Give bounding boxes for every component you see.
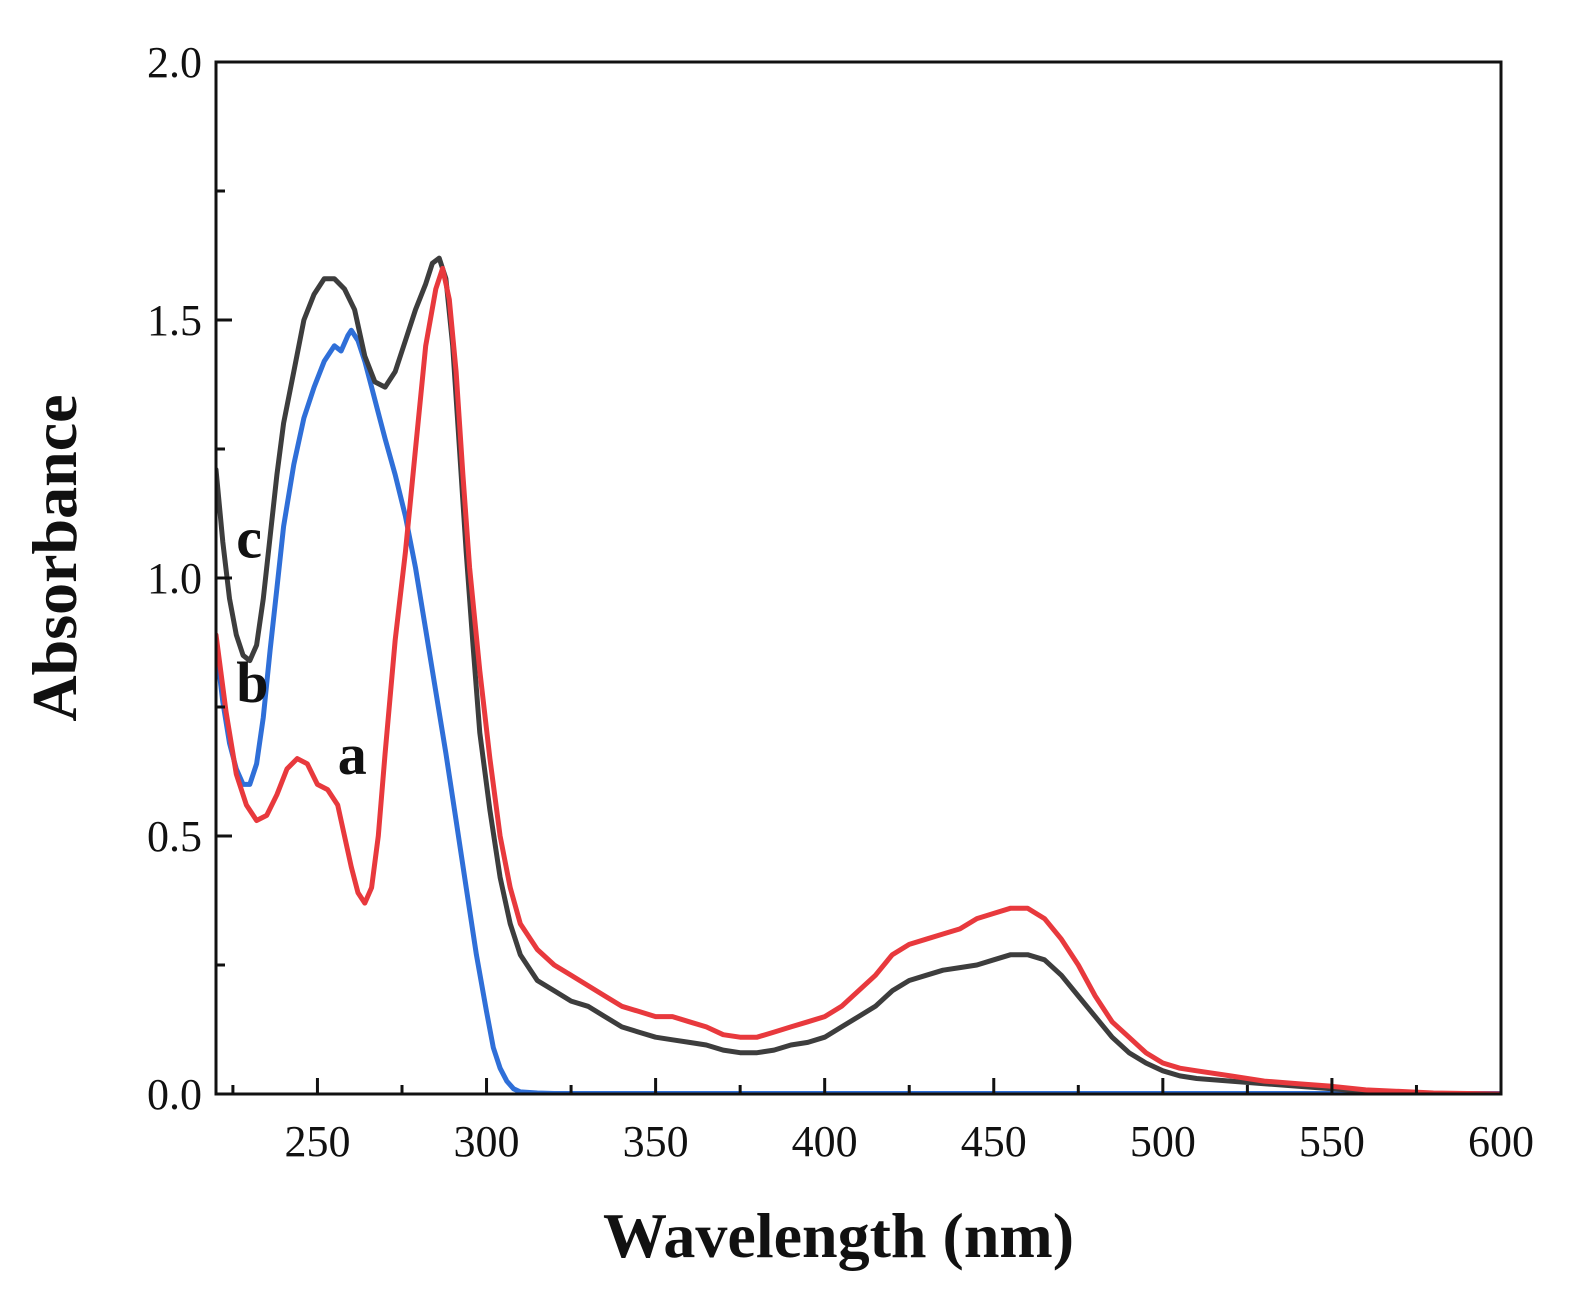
x-axis-title: Wavelength (nm): [603, 1200, 1074, 1271]
x-tick-label: 400: [792, 1117, 858, 1166]
curve-label-c: c: [236, 505, 262, 570]
x-tick-label: 450: [961, 1117, 1027, 1166]
series-line-b: [216, 327, 1501, 1094]
y-tick-label: 2.0: [147, 38, 202, 87]
plot-frame: [214, 60, 1503, 1096]
x-tick-label: 600: [1468, 1117, 1534, 1166]
x-tick-label: 250: [284, 1117, 350, 1166]
x-tick-label: 350: [623, 1117, 689, 1166]
y-tick-label: 0.5: [147, 812, 202, 861]
axis-ticks: [216, 60, 1503, 1096]
x-tick-label: 300: [454, 1117, 520, 1166]
series-line-c: [216, 255, 1501, 1094]
y-tick-label: 1.0: [147, 554, 202, 603]
y-tick-label: 0.0: [147, 1070, 202, 1119]
curve-label-a: a: [338, 722, 367, 787]
series-lines: [216, 255, 1501, 1094]
curve-label-b: b: [236, 650, 268, 715]
x-tick-label: 500: [1130, 1117, 1196, 1166]
series-line-a: [216, 265, 1501, 1094]
y-tick-label: 1.5: [147, 296, 202, 345]
tick-labels: 250 300 350 400 450 500 550 600 0.0 0.5 1.0 1.5 2.0: [147, 38, 1534, 1166]
y-axis-title: Absorbance: [19, 394, 90, 721]
curve-labels: c b a: [236, 505, 366, 787]
x-tick-label: 550: [1299, 1117, 1365, 1166]
